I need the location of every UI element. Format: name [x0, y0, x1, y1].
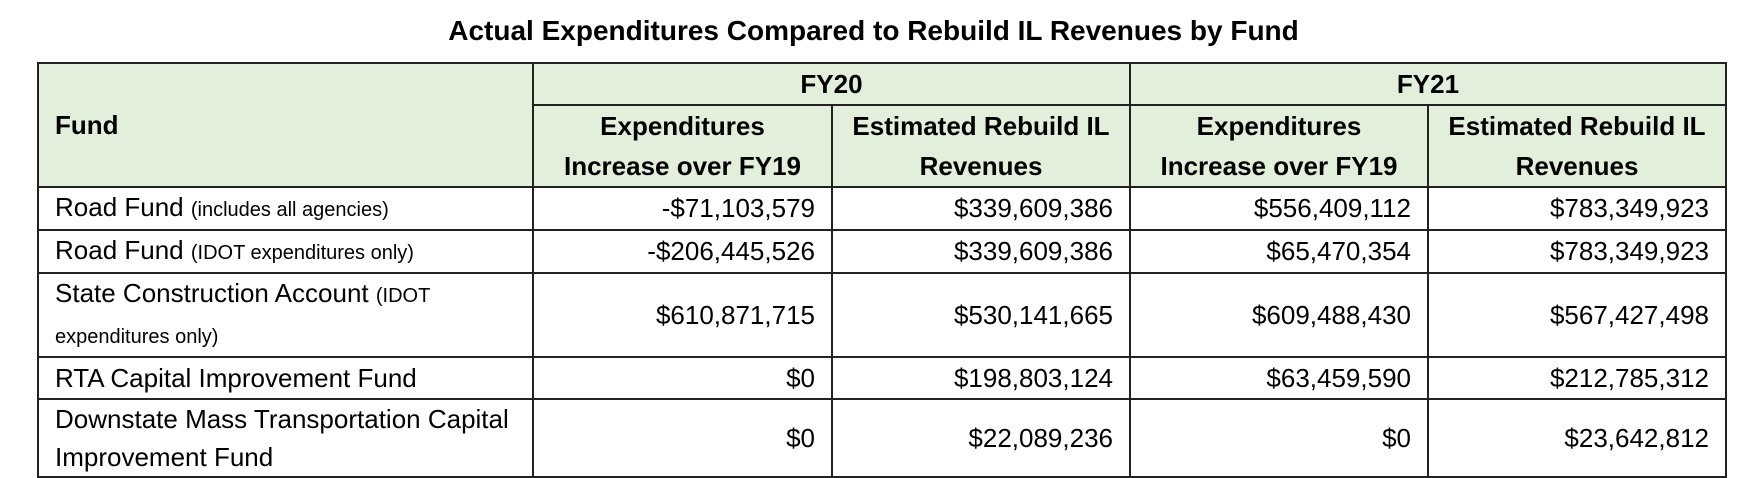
value-cell: $567,427,498	[1427, 272, 1727, 358]
value-cell: $22,089,236	[831, 398, 1131, 478]
fund-name: State Construction Account	[55, 278, 369, 308]
fund-cell: Road Fund (includes all agencies)	[37, 186, 534, 231]
table-row: Downstate Mass Transportation Capital Im…	[37, 398, 1727, 478]
fund-cell: State Construction Account (IDOT expendi…	[37, 272, 534, 358]
table-row: Road Fund (includes all agencies) -$71,10…	[37, 186, 1727, 231]
group-header: FY21	[1129, 62, 1727, 106]
value-cell: $783,349,923	[1427, 229, 1727, 274]
value-cell: $0	[532, 356, 833, 400]
value-cell: $530,141,665	[831, 272, 1131, 358]
value-cell: $0	[532, 398, 833, 478]
column-header: Estimated Rebuild IL Revenues	[1427, 104, 1727, 188]
value-cell: $63,459,590	[1129, 356, 1429, 400]
value-cell: $212,785,312	[1427, 356, 1727, 400]
value-cell: $610,871,715	[532, 272, 833, 358]
value-cell: $0	[1129, 398, 1429, 478]
fund-cell: Downstate Mass Transportation Capital Im…	[37, 398, 534, 478]
table-row: RTA Capital Improvement Fund $0 $198,803,1…	[37, 356, 1727, 400]
value-cell: $556,409,112	[1129, 186, 1429, 231]
value-cell: $339,609,386	[831, 229, 1131, 274]
table-row: Road Fund (IDOT expenditures only) -$206,…	[37, 229, 1727, 274]
fund-note: (includes all agencies)	[190, 199, 389, 221]
fund-note: (IDOT expenditures only)	[55, 285, 430, 348]
value-cell: $198,803,124	[831, 356, 1131, 400]
fund-header: Fund	[37, 62, 534, 188]
column-header: Expenditures Increase over FY19	[1129, 104, 1429, 188]
fund-name: Road Fund	[55, 192, 184, 222]
fund-name: Downstate Mass Transportation Capital Im…	[55, 404, 509, 472]
column-header: Estimated Rebuild IL Revenues	[831, 104, 1131, 188]
fund-name: Road Fund	[55, 235, 184, 265]
fund-note: (IDOT expenditures only)	[190, 242, 414, 264]
expenditure-table: Fund FY20 FY21 Expenditures Increase ove…	[37, 62, 1727, 478]
value-cell: $609,488,430	[1129, 272, 1429, 358]
value-cell: $339,609,386	[831, 186, 1131, 231]
value-cell: -$206,445,526	[532, 229, 833, 274]
table-row: State Construction Account (IDOT expendi…	[37, 272, 1727, 358]
fund-name: RTA Capital Improvement Fund	[55, 363, 417, 393]
value-cell: $65,470,354	[1129, 229, 1429, 274]
value-cell: -$71,103,579	[532, 186, 833, 231]
table-title: Actual Expenditures Compared to Rebuild …	[448, 15, 1299, 46]
value-cell: $783,349,923	[1427, 186, 1727, 231]
column-header: Expenditures Increase over FY19	[532, 104, 833, 188]
group-header: FY20	[532, 62, 1131, 106]
fund-cell: Road Fund (IDOT expenditures only)	[37, 229, 534, 274]
fund-cell: RTA Capital Improvement Fund	[37, 356, 534, 400]
value-cell: $23,642,812	[1427, 398, 1727, 478]
